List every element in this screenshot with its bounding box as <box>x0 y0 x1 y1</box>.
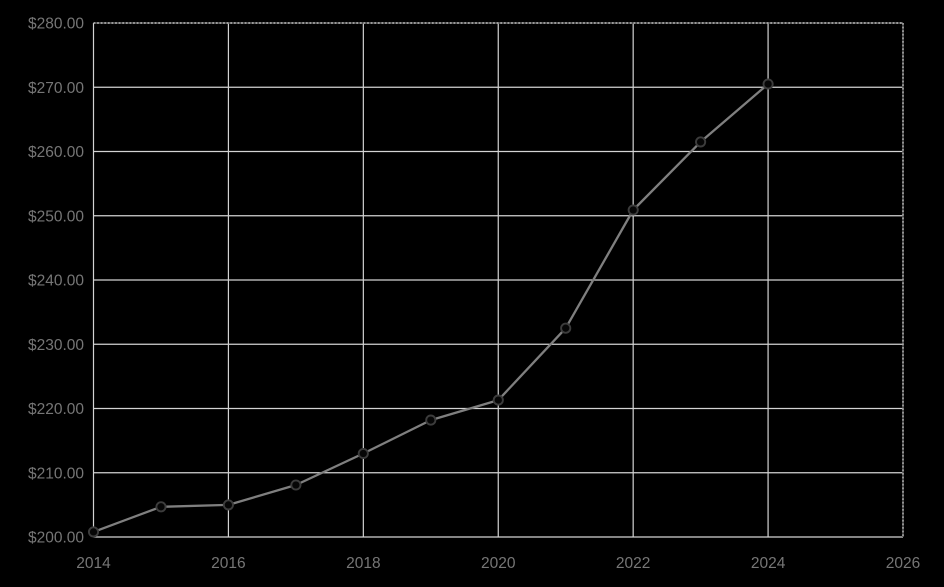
y-tick-label: $210.00 <box>28 465 84 482</box>
data-point-marker <box>695 136 707 148</box>
data-point-marker <box>492 394 504 406</box>
x-tick-label: 2018 <box>346 555 380 572</box>
y-tick-label: $240.00 <box>28 273 84 290</box>
data-point-marker <box>425 414 437 426</box>
x-tick-label: 2016 <box>211 555 245 572</box>
data-point-marker <box>357 447 369 460</box>
x-tick-label: 2024 <box>751 555 786 572</box>
y-tick-label: $230.00 <box>28 337 84 354</box>
data-point-marker <box>627 204 639 216</box>
x-tick-label: 2020 <box>481 555 516 572</box>
data-point-marker <box>290 479 302 491</box>
x-tick-label: 2014 <box>76 555 111 572</box>
data-point-marker <box>87 526 100 538</box>
y-tick-label: $270.00 <box>28 80 84 97</box>
x-tick-label: 2022 <box>616 555 650 572</box>
y-tick-label: $280.00 <box>28 16 84 33</box>
y-tick-label: $220.00 <box>28 401 84 418</box>
y-tick-label: $260.00 <box>28 144 84 161</box>
data-point-marker <box>222 499 234 511</box>
data-point-marker <box>155 501 167 513</box>
x-tick-label: 2026 <box>886 555 920 572</box>
data-point-marker <box>560 322 572 334</box>
y-tick-label: $200.00 <box>28 530 84 547</box>
data-point-marker <box>762 78 774 90</box>
y-tick-label: $250.00 <box>28 208 84 225</box>
